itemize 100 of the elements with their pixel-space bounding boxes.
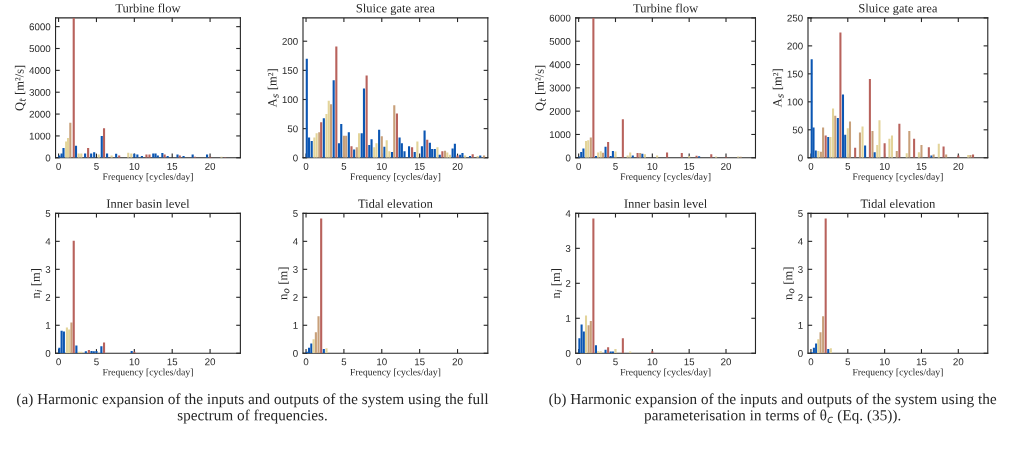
- y-tick-label: 1000: [29, 132, 51, 140]
- x-tick-label: 10: [647, 162, 658, 170]
- y-tick-label: 3: [293, 266, 298, 273]
- y-tick-label: 0: [45, 154, 51, 162]
- y-tick-label: 1: [46, 322, 51, 329]
- bar: [340, 123, 343, 158]
- x-tick-label: 10: [647, 358, 658, 366]
- bar: [666, 152, 669, 158]
- bar: [589, 321, 592, 354]
- bar: [320, 122, 323, 158]
- x-tick-label: 15: [684, 163, 695, 170]
- bar: [69, 122, 72, 158]
- x-tick-label: 15: [167, 163, 178, 170]
- x-axis-title: Frequency [cycles/day]: [852, 173, 943, 182]
- y-tick-label: 2: [293, 294, 298, 301]
- y-axis-title: Q$_{t}$ [m²/s]: [535, 65, 546, 111]
- bar: [587, 325, 590, 354]
- bar: [898, 123, 901, 158]
- bar: [815, 343, 818, 354]
- y-tick-label: 6000: [29, 23, 51, 31]
- bar: [416, 141, 419, 158]
- bar: [65, 141, 68, 158]
- bar: [320, 218, 323, 354]
- bar: [592, 218, 595, 354]
- x-tick-label: 15: [916, 163, 927, 170]
- bar: [908, 130, 911, 158]
- bar: [871, 130, 874, 158]
- bar: [580, 324, 583, 354]
- y-tick-label: 3000: [549, 84, 571, 92]
- y-tick-label: 0: [798, 349, 803, 357]
- bar: [846, 128, 849, 158]
- x-tick-label: 20: [953, 162, 964, 170]
- bar: [395, 113, 398, 158]
- bar: [317, 316, 320, 354]
- bar: [594, 345, 597, 354]
- x-axis-title: Frequency [cycles/day]: [102, 368, 193, 378]
- bar: [322, 118, 325, 158]
- bar: [927, 147, 930, 158]
- bar: [62, 147, 65, 158]
- y-tick-label: 250: [787, 14, 803, 22]
- bar: [72, 240, 75, 354]
- bar: [100, 346, 103, 354]
- y-axis-title: A$_{s}$ [m²]: [772, 69, 784, 108]
- x-tick-label: 0: [576, 162, 581, 170]
- y-tick-label: 4: [565, 210, 571, 217]
- x-tick-label: 0: [56, 358, 61, 366]
- x-tick-label: 10: [377, 358, 387, 366]
- x-tick-label: 20: [205, 162, 216, 170]
- y-tick-label: 2: [45, 294, 51, 301]
- bar: [839, 32, 842, 158]
- bar: [68, 329, 71, 354]
- bar: [305, 58, 308, 158]
- chart-title: Sluice gate area: [859, 3, 938, 16]
- y-tick-label: 5000: [549, 37, 571, 45]
- y-tick-label: 3000: [29, 88, 51, 96]
- bar: [858, 132, 861, 158]
- x-tick-label: 5: [613, 163, 618, 170]
- y-tick-label: 2: [798, 294, 803, 301]
- x-tick-label: 15: [916, 358, 927, 366]
- x-tick-label: 20: [721, 358, 732, 366]
- x-tick-label: 15: [414, 358, 425, 366]
- y-tick-label: 200: [787, 42, 803, 50]
- x-tick-label: 5: [94, 358, 99, 366]
- bar: [817, 339, 820, 354]
- x-tick-label: 15: [414, 163, 425, 170]
- bar: [822, 127, 825, 158]
- x-tick-label: 0: [56, 162, 61, 170]
- bar: [380, 136, 383, 158]
- y-tick-label: 2: [565, 280, 571, 287]
- x-tick-label: 15: [167, 358, 178, 366]
- y-tick-label: 6000: [549, 14, 571, 22]
- chart-title: Inner basin level: [624, 199, 707, 208]
- x-tick-label: 20: [953, 358, 964, 366]
- y-tick-label: 150: [282, 67, 298, 74]
- bar: [841, 94, 845, 158]
- x-axis-title: Frequency [cycles/day]: [102, 173, 193, 182]
- y-tick-label: 100: [787, 98, 803, 106]
- y-tick-label: 100: [282, 96, 298, 104]
- text: (b) Harmonic expansion of the inputs and outputs of the system using the parameterisation in terms of θ$_{c}$ (Eq. (35)).: [549, 393, 997, 424]
- y-axis-title: n$_{o}$ [m]: [783, 267, 795, 300]
- bar: [72, 17, 75, 158]
- bar: [378, 129, 381, 158]
- bar: [362, 88, 366, 158]
- x-tick-label: 5: [341, 358, 347, 366]
- bar: [398, 137, 401, 158]
- x-tick-label: 20: [205, 358, 216, 366]
- bar: [592, 17, 595, 158]
- y-tick-label: 3: [45, 266, 51, 273]
- y-tick-label: 3: [565, 245, 571, 252]
- bar: [370, 139, 373, 158]
- y-tick-label: 4000: [549, 61, 571, 69]
- bar: [621, 338, 624, 354]
- x-tick-label: 5: [613, 358, 618, 366]
- x-axis-title: Frequency [cycles/day]: [620, 368, 711, 378]
- x-axis-title: Frequency [cycles/day]: [620, 173, 711, 182]
- y-tick-label: 4: [292, 238, 298, 245]
- bar: [373, 147, 376, 158]
- y-tick-label: 3: [798, 266, 803, 273]
- y-tick-label: 50: [792, 126, 803, 134]
- y-tick-label: 5000: [29, 45, 51, 53]
